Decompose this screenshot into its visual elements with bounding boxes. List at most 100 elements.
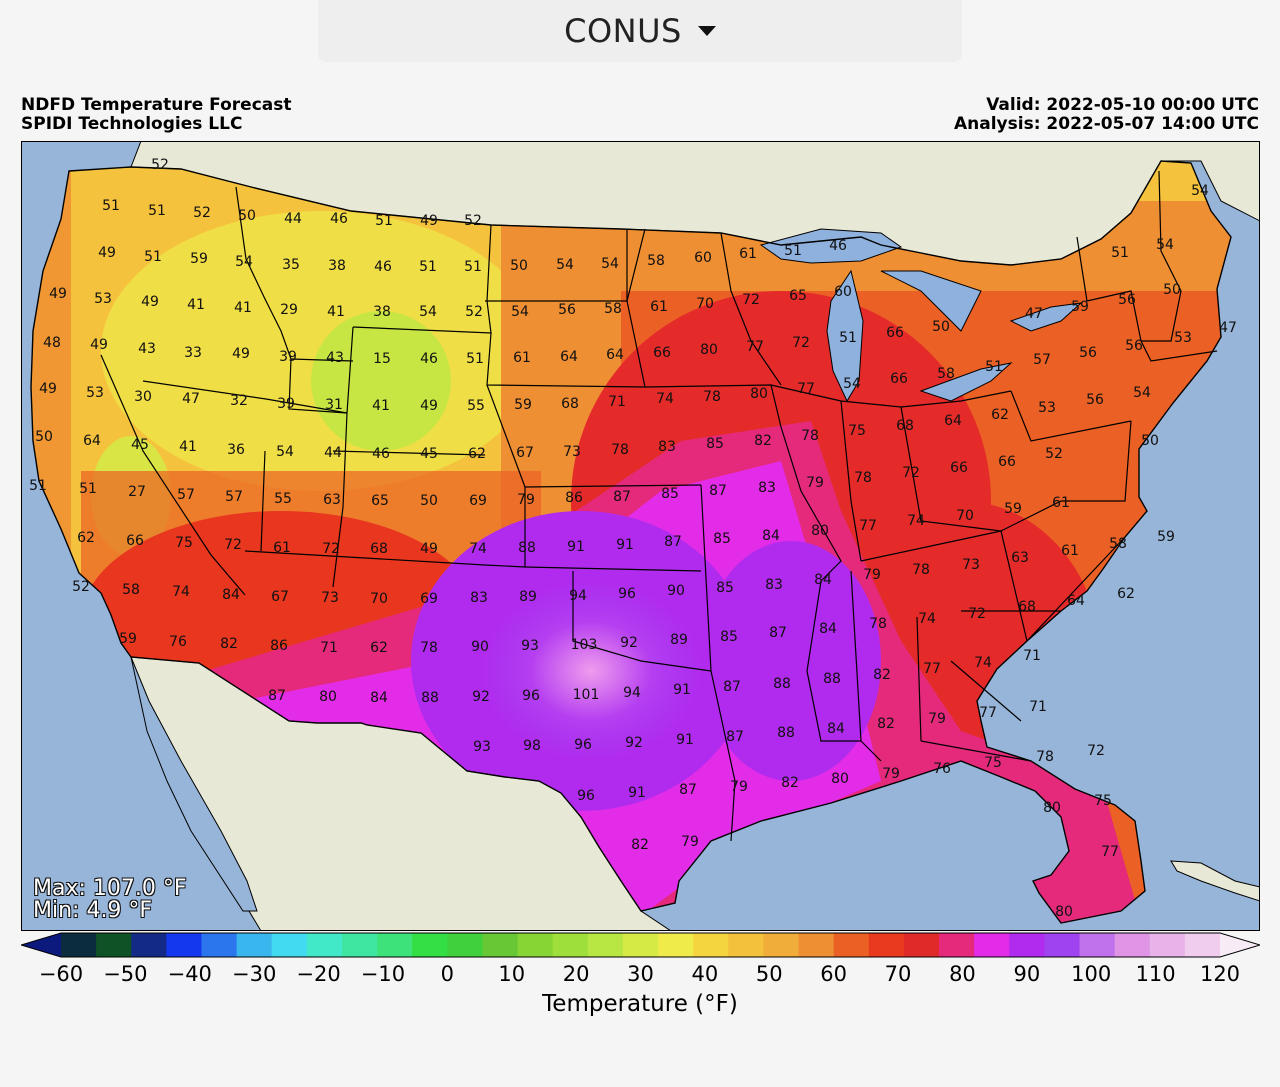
temperature-label: 61: [1052, 495, 1070, 511]
temperature-label: 75: [175, 535, 193, 551]
temperature-label: 59: [190, 251, 208, 267]
colorbar-tick-label: 110: [1135, 962, 1176, 986]
temperature-label: 61: [513, 350, 531, 366]
temperature-label: 49: [420, 541, 438, 557]
temperature-label: 41: [372, 398, 390, 414]
colorbar-swatch: [271, 933, 308, 957]
temperature-label: 80: [319, 689, 337, 705]
colorbar-swatch: [868, 933, 905, 957]
state-borders: [100, 170, 1218, 842]
temperature-label: 83: [658, 439, 676, 455]
temperature-label: 88: [777, 725, 795, 741]
temperature-label: 50: [1141, 433, 1159, 449]
colorbar-swatch: [833, 933, 870, 957]
region-select[interactable]: CONUS: [318, 0, 962, 62]
colorbar-swatch: [658, 933, 694, 957]
colorbar-swatch: [412, 933, 448, 957]
temperature-label: 68: [896, 418, 914, 434]
temperature-label: 46: [374, 259, 392, 275]
temperature-label: 75: [848, 423, 866, 439]
temperature-label: 59: [1071, 299, 1089, 315]
temperature-label: 91: [673, 682, 691, 698]
temperature-label: 83: [470, 590, 488, 606]
colorbar-tick-label: −20: [296, 962, 341, 986]
temperature-label: 67: [271, 589, 289, 605]
temperature-label: 79: [882, 766, 900, 782]
temperature-label: 54: [1191, 183, 1209, 199]
colorbar-max-arrow: [1220, 933, 1260, 957]
temperature-label: 74: [974, 655, 992, 671]
temperature-label: 80: [750, 386, 768, 402]
temperature-label: 46: [420, 351, 438, 367]
temperature-label: 85: [661, 486, 679, 502]
cuba: [1170, 860, 1260, 902]
temperature-label: 69: [420, 591, 438, 607]
temperature-label: 67: [516, 445, 534, 461]
colorbar-swatch: [1184, 933, 1221, 957]
temperature-label: 58: [1109, 536, 1127, 552]
temperature-label: 75: [984, 755, 1002, 771]
temperature-label: 83: [758, 480, 776, 496]
temperature-label: 57: [177, 487, 195, 503]
temperature-label: 45: [420, 446, 438, 462]
temperature-label: 39: [279, 349, 297, 365]
colorbar-min-arrow: [21, 933, 61, 957]
colorbar-swatch: [482, 933, 519, 957]
temperature-label: 66: [126, 533, 144, 549]
temperature-label: 77: [746, 339, 764, 355]
temperature-label: 103: [571, 637, 598, 653]
temperature-label: 80: [831, 771, 849, 787]
temperature-label: 77: [923, 661, 941, 677]
temperature-label: 54: [235, 254, 253, 270]
colorbar-tick-label: 0: [440, 962, 455, 986]
colorbar-swatch: [1044, 933, 1081, 957]
temperature-label: 84: [370, 690, 388, 706]
temperature-label: 51: [144, 249, 162, 265]
temperature-label: 70: [956, 508, 974, 524]
temperature-label: 96: [522, 688, 540, 704]
map-stats: Max: 107.0 °F Min: 4.9 °F: [33, 878, 187, 922]
temperature-label: 58: [604, 301, 622, 317]
temperature-label: 51: [466, 351, 484, 367]
colorbar-tick-label: −50: [103, 962, 148, 986]
colorbar-swatch: [166, 933, 203, 957]
temperature-label: 92: [625, 735, 643, 751]
temperature-label: 41: [187, 297, 205, 313]
temperature-label: 66: [890, 371, 908, 387]
temperature-label: 87: [726, 729, 744, 745]
caret-down-icon[interactable]: [697, 26, 716, 36]
temperature-label: 75: [1094, 793, 1112, 809]
temperature-label: 82: [220, 636, 238, 652]
temperature-label: 56: [1086, 392, 1104, 408]
temperature-label: 49: [90, 337, 108, 353]
temperature-label: 79: [730, 779, 748, 795]
temperature-label: 47: [1219, 320, 1237, 336]
map-org: SPIDI Technologies LLC: [21, 114, 243, 134]
temperature-label: 51: [102, 198, 120, 214]
temperature-label: 66: [886, 325, 904, 341]
temperature-label: 90: [471, 639, 489, 655]
temperature-label: 77: [859, 518, 877, 534]
temperature-label: 72: [968, 606, 986, 622]
temperature-label: 80: [1043, 800, 1061, 816]
temperature-label: 53: [94, 291, 112, 307]
temperature-label: 88: [823, 671, 841, 687]
temperature-label: 60: [834, 284, 852, 300]
colorbar-swatch: [622, 933, 659, 957]
temperature-label: 79: [863, 567, 881, 583]
colorbar-tick-label: 40: [691, 962, 719, 986]
temperature-label: 59: [1004, 501, 1022, 517]
temperature-label: 43: [138, 341, 156, 357]
temperature-label: 56: [1079, 345, 1097, 361]
temperature-label: 96: [574, 737, 592, 753]
temperature-label: 98: [523, 738, 541, 754]
temperature-label: 46: [829, 238, 847, 254]
colorbar-swatch: [341, 933, 378, 957]
colorbar-tick-label: −10: [360, 962, 406, 986]
temperature-label: 54: [276, 444, 294, 460]
temperature-label: 52: [151, 157, 169, 173]
temperature-label: 43: [326, 350, 344, 366]
colorbar-swatch: [517, 933, 554, 957]
temperature-label: 33: [184, 345, 202, 361]
temperature-label: 49: [98, 245, 116, 261]
